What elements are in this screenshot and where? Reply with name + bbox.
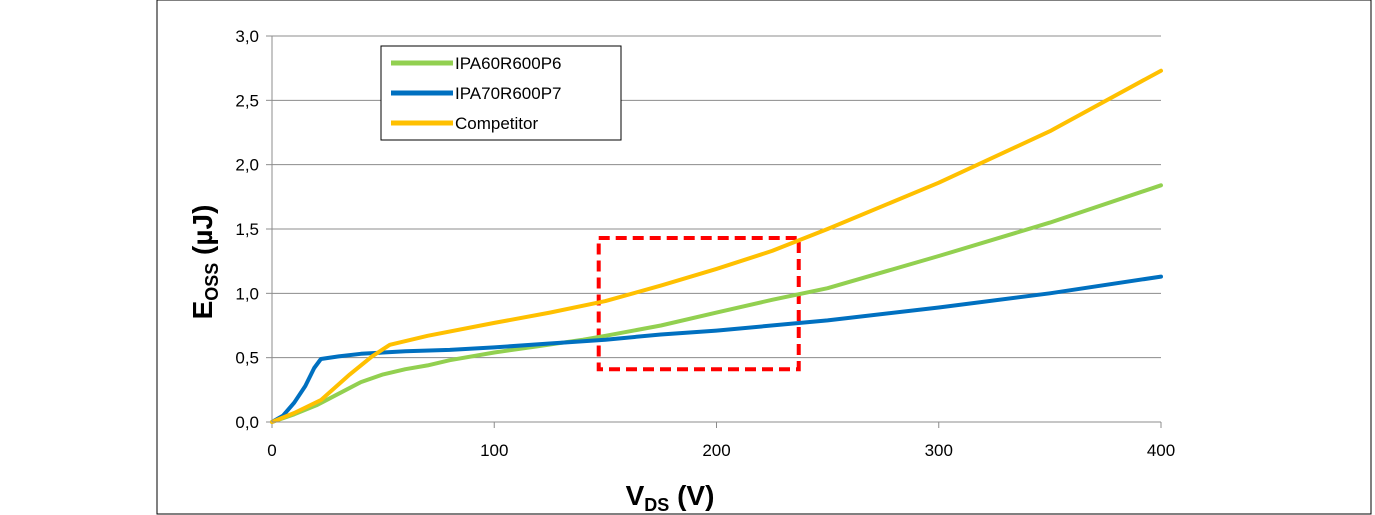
x-tick-label: 200 (702, 441, 730, 460)
x-axis-title: VDS (V) (626, 480, 715, 515)
y-tick-labels: 0,0 0,5 1,0 1,5 2,0 2,5 3,0 (235, 27, 259, 432)
series-line-ipa60r600p6 (270, 183, 1163, 424)
legend-label: IPA70R600P7 (455, 84, 561, 103)
legend: IPA60R600P6 IPA70R600P7 Competitor (380, 45, 622, 141)
axes (271, 36, 1161, 423)
y-tick-label: 2,0 (235, 156, 259, 175)
y-axis-title: EOSS (µJ) (187, 205, 222, 320)
y-tick-label: 1,0 (235, 284, 259, 303)
y-tick-label: 1,5 (235, 220, 259, 239)
chart-frame (156, 0, 1372, 515)
series-line-competitor (270, 68, 1163, 424)
legend-label: IPA60R600P6 (455, 54, 561, 73)
y-tick-label: 0,5 (235, 349, 259, 368)
x-tick-labels: 0 100 200 300 400 (267, 441, 1175, 460)
x-tick-label: 300 (925, 441, 953, 460)
series-line-ipa70r600p7 (270, 274, 1163, 424)
series-lines (270, 68, 1163, 424)
x-tick-label: 400 (1147, 441, 1175, 460)
gridlines (266, 35, 1162, 428)
x-tick-label: 100 (480, 441, 508, 460)
y-tick-label: 2,5 (235, 91, 259, 110)
x-tick-label: 0 (267, 441, 276, 460)
y-tick-label: 3,0 (235, 27, 259, 46)
y-tick-label: 0,0 (235, 413, 259, 432)
legend-label: Competitor (455, 114, 538, 133)
